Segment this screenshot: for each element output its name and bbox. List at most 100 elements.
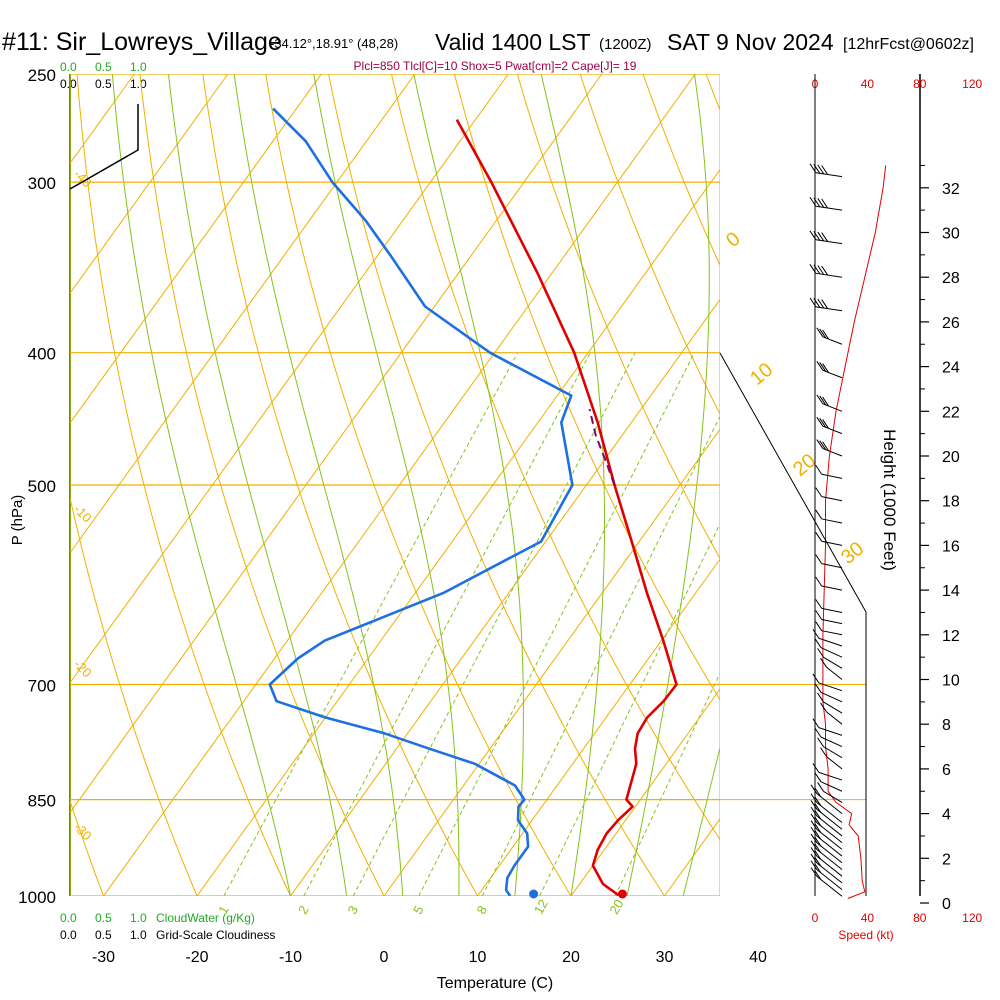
wind-barb-flag	[814, 816, 822, 827]
temperature-tick-label: 40	[749, 949, 767, 966]
wind-barb-flag	[810, 793, 818, 804]
wind-barb-flag	[822, 419, 829, 429]
dewpoint-line	[268, 107, 574, 896]
wind-barb-flag	[814, 787, 822, 798]
cloudiness-scale-top-1: 0.5	[95, 77, 112, 91]
wind-barb-shaft	[822, 425, 843, 435]
wind-barb-shaft	[826, 711, 843, 725]
wind-barb-shaft	[816, 869, 843, 890]
wind-barb-shaft	[815, 205, 843, 211]
wind-barb-shaft	[816, 829, 843, 850]
dry-adiabat	[390, 74, 720, 841]
wind-barb	[810, 847, 843, 877]
dry-adiabat	[0, 50, 10, 896]
temperature-tick-label: 10	[469, 949, 487, 966]
wind-barb-shaft	[821, 585, 843, 591]
height-tick-label: 12	[942, 628, 960, 645]
cloudwater-scale-top-0: 0.0	[60, 60, 77, 74]
wind-barb-flag	[815, 487, 823, 497]
wind-barb-shaft	[815, 306, 843, 312]
speed-tick-label-bottom: 40	[861, 911, 875, 925]
wind-barb-flag	[816, 361, 824, 371]
parcel-line	[588, 408, 616, 486]
wind-barb	[817, 692, 843, 714]
mixing-ratio-line	[481, 415, 720, 896]
wind-barb	[817, 737, 843, 759]
wind-barb	[810, 820, 843, 850]
pressure-tick-label: 400	[28, 345, 56, 364]
wind-barb-flag	[810, 833, 818, 844]
forecast-run: [12hrFcst@0602z]	[843, 36, 974, 53]
wind-barb-flag	[812, 673, 820, 684]
pressure-tick-label: 300	[28, 174, 56, 193]
wind-barb-flag	[816, 416, 824, 427]
wind-barb-shaft	[816, 862, 843, 884]
mixing-ratio-line	[303, 352, 591, 896]
wind-barb-shaft	[820, 781, 843, 792]
wind-barb-flag	[817, 692, 825, 703]
wind-barb-shaft	[822, 336, 843, 345]
wind-barb-shaft	[821, 496, 843, 502]
wind-barb-flag	[817, 298, 825, 309]
mixing-ratio-label: 20	[606, 897, 626, 917]
wind-barb	[810, 784, 843, 814]
wind-barb	[814, 727, 843, 748]
pressure-tick-label: 850	[28, 792, 56, 811]
pressure-tick-label: 1000	[18, 888, 56, 907]
wind-barb-flag	[814, 803, 822, 813]
wind-barb-shaft	[815, 172, 843, 178]
mixing-ratio-line	[352, 352, 636, 896]
cloudiness-trace	[69, 104, 139, 190]
wind-barb-flag	[822, 441, 829, 452]
moist-adiabat	[682, 745, 720, 896]
wind-barb-flag	[815, 610, 823, 620]
cloudwater-scale-bottom-0: 0.0	[60, 911, 77, 925]
cloudwater-scale-bottom-1: 0.5	[95, 911, 112, 925]
wind-barb	[810, 840, 843, 870]
cloudiness-scale-bottom-0: 0.0	[60, 928, 77, 942]
wind-barb-shaft	[816, 815, 843, 837]
wind-barb-shaft	[826, 756, 843, 770]
wind-barb	[810, 813, 843, 844]
zulu-time: (1200Z)	[599, 36, 652, 53]
wind-barb-flag	[810, 853, 818, 864]
height-tick-label: 26	[942, 315, 960, 332]
dry-adiabat	[70, 495, 198, 896]
dry-adiabat	[202, 74, 478, 896]
mixing-ratio-label: 8	[473, 903, 490, 917]
wind-barb-flag	[820, 747, 827, 757]
wind-barb-flag	[810, 813, 818, 824]
wind-barb	[810, 800, 843, 830]
dry-adiabat	[76, 74, 291, 896]
wind-barb-shaft	[820, 691, 843, 703]
wind-barb-shaft	[815, 272, 843, 278]
wind-barb-shaft	[821, 518, 843, 524]
height-tick-label: 30	[942, 226, 960, 243]
mixing-ratio-label: 3	[344, 903, 361, 917]
isotherm	[70, 74, 229, 295]
isotherm	[477, 558, 720, 896]
wind-barb	[815, 554, 843, 569]
dry-adiabat-label: -10	[71, 502, 95, 526]
wind-barb-flag	[817, 782, 825, 792]
wind-barb-flag	[816, 327, 824, 338]
wind-barb-flag	[810, 820, 818, 830]
height-axis-title: Height (1000 Feet)	[880, 429, 899, 571]
mixing-ratio-line	[539, 522, 720, 896]
valid-time: Valid 1400 LST	[435, 29, 591, 55]
wind-barb-flag	[814, 772, 822, 783]
wind-barb	[810, 833, 843, 864]
surface-dewpoint-marker	[529, 889, 539, 899]
pressure-tick-label: 700	[28, 677, 56, 696]
wind-barb	[815, 464, 843, 479]
x-axis-title: Temperature (C)	[437, 975, 553, 992]
wind-barb-flag	[812, 718, 820, 728]
pressure-tick-label: 500	[28, 477, 56, 496]
wind-barb-flag	[810, 784, 818, 795]
height-tick-label: 32	[942, 181, 960, 198]
wind-barb	[815, 532, 843, 546]
dry-adiabat	[759, 50, 1000, 896]
height-tick-label: 14	[942, 583, 960, 600]
mixing-ratio-line	[614, 672, 720, 896]
